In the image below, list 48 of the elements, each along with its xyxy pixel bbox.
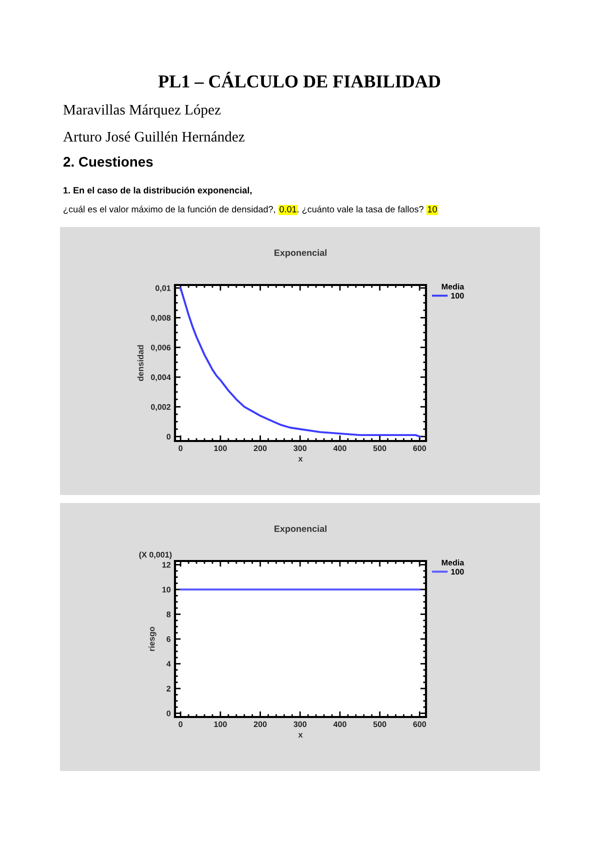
text: ¿cuál es el valor máximo de la función de densidad?, — [64, 206, 275, 214]
text: Arturo José Guillén Hernández — [63, 131, 244, 142]
y-axis-title: riesgo — [148, 626, 156, 651]
text: Maravillas Márquez López — [63, 104, 221, 118]
legend-label: 100 — [451, 292, 464, 299]
x-tick-label: 500 — [373, 721, 386, 728]
y-tick-label: 0,006 — [150, 344, 171, 352]
x-tick-label: 0 — [178, 445, 182, 452]
x-tick-label: 600 — [413, 445, 426, 452]
y-tick-label: 12 — [162, 562, 171, 568]
y-tick-label: 0,01 — [155, 285, 171, 292]
chart-title: Exponencial — [274, 249, 326, 258]
y-tick-label: 0,002 — [150, 404, 171, 411]
y-axis-title: densidad — [137, 345, 144, 381]
legend-title: Media — [442, 560, 464, 566]
y-tick-label: 0 — [166, 710, 171, 716]
x-tick-label: 400 — [333, 721, 346, 728]
legend-label: 100 — [451, 568, 464, 575]
text: (X 0,001) — [139, 552, 172, 560]
y-tick-label: 0,004 — [150, 374, 171, 382]
text: 0.01 — [280, 206, 296, 212]
chart-title: Exponencial — [274, 525, 326, 534]
y-tick-label: 0,008 — [150, 314, 171, 322]
x-tick-label: 300 — [294, 445, 306, 452]
x-tick-label: 400 — [333, 445, 346, 452]
y-tick-label: 4 — [166, 661, 171, 667]
x-axis-title: x — [298, 733, 303, 738]
y-tick-label: 8 — [166, 612, 171, 618]
line-series — [180, 286, 421, 438]
x-axis-title: x — [298, 457, 303, 462]
y-tick-label: 2 — [166, 686, 171, 692]
x-tick-label: 100 — [214, 721, 227, 728]
text: 10 — [428, 206, 437, 212]
x-tick-label: 200 — [254, 445, 267, 452]
x-tick-label: 500 — [373, 445, 386, 452]
text: 2. Cuestiones — [63, 156, 153, 167]
y-tick-label: 0 — [166, 434, 171, 440]
legend-title: Media — [442, 284, 464, 290]
y-tick-label: 10 — [162, 586, 171, 592]
x-tick-label: 100 — [214, 445, 227, 452]
x-tick-label: 200 — [254, 721, 267, 728]
x-tick-label: 600 — [413, 721, 426, 728]
text: PL1 – CÁLCULO DE FIABILIDAD — [158, 72, 440, 88]
text: 1. En el caso de la distribución exponencial, — [64, 186, 252, 196]
text: . ¿cuánto vale la tasa de fallos? — [298, 206, 424, 214]
x-tick-label: 0 — [178, 721, 182, 728]
y-tick-label: 6 — [166, 636, 171, 642]
x-tick-label: 300 — [294, 721, 306, 728]
